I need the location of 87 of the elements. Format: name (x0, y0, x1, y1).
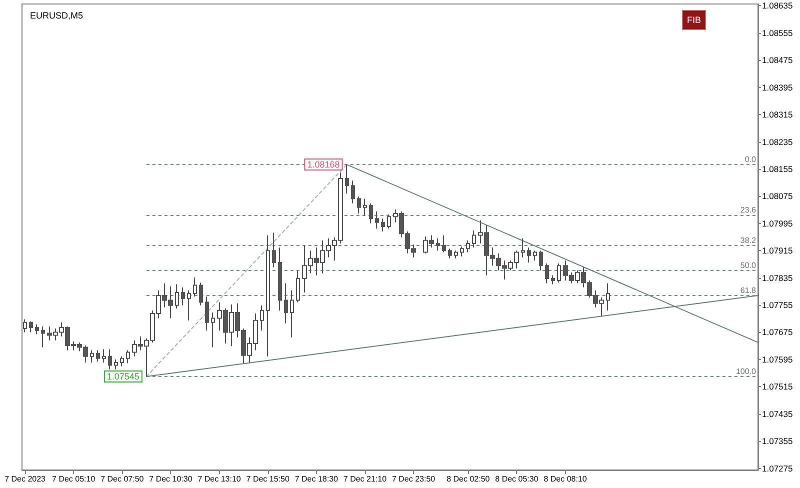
candlestick (193, 276, 197, 298)
x-tick-label: 7 Dec 15:50 (246, 474, 290, 484)
candlestick (266, 234, 270, 357)
y-tick-label: 1.07675 (762, 327, 793, 338)
annotation: 38.2 (740, 236, 757, 246)
x-tick-label: 7 Dec 18:30 (294, 474, 339, 484)
y-tick-label: 1.07995 (762, 218, 793, 228)
annotation: 100.0 (736, 366, 757, 376)
y-tick-label: 1.07835 (762, 272, 793, 283)
candlestick (29, 320, 33, 333)
annotation: 0.0 (744, 155, 757, 164)
candlestick (108, 348, 112, 370)
candlestick (187, 290, 191, 321)
candlestick (539, 250, 543, 271)
y-tick-label: 1.07355 (762, 436, 793, 446)
y-tick-label: 1.08475 (762, 55, 793, 66)
candlestick (181, 286, 185, 306)
candlestick (126, 350, 130, 364)
x-tick-label: 8 Dec 05:30 (495, 474, 539, 484)
x-tick-label: 7 Dec 07:50 (100, 474, 144, 484)
candlestick (448, 248, 452, 259)
x-tick-label: 7 Dec 2023 (4, 474, 46, 484)
candlestick (23, 318, 27, 333)
text: EURUSD,M5 (30, 10, 84, 20)
candlestick (272, 232, 276, 268)
x-tick-label: 8 Dec 02:50 (446, 474, 490, 484)
candlestick (472, 230, 476, 248)
candlestick (557, 263, 561, 284)
candlestick (90, 350, 94, 364)
candlestick (551, 274, 555, 285)
x-tick-label: 7 Dec 10:30 (149, 474, 193, 484)
candlestick (442, 234, 446, 253)
candlestick (35, 324, 39, 335)
candlestick (527, 247, 531, 264)
candlestick (345, 164, 349, 194)
y-tick-label: 1.08555 (762, 28, 793, 38)
candlestick (102, 348, 106, 364)
candlestick (545, 263, 549, 284)
x-tick-label: 7 Dec 13:10 (198, 474, 242, 484)
candlestick (357, 196, 361, 214)
candlestick (260, 304, 264, 332)
candlestick (41, 326, 45, 348)
candlestick (296, 270, 300, 303)
candlestick (175, 284, 179, 309)
candlestick (454, 250, 458, 259)
candlestick (284, 282, 288, 324)
y-tick-label: 1.07275 (762, 463, 793, 474)
annotation: 61.8 (740, 286, 757, 296)
y-tick-label: 1.08155 (762, 164, 793, 174)
candlestick (460, 246, 464, 257)
annotation: 1.08168 (307, 160, 340, 170)
x-tick-label: 7 Dec 05:10 (52, 474, 96, 484)
annotation: 1.07545 (106, 371, 140, 382)
y-tick-label: 1.08075 (762, 191, 793, 202)
y-tick-label: 1.08235 (762, 136, 793, 147)
candlestick (521, 238, 525, 258)
x-tick-label: 7 Dec 23:50 (392, 474, 436, 484)
y-tick-label: 1.07595 (762, 354, 793, 364)
candlestick (290, 290, 294, 338)
candlestick (120, 356, 124, 367)
x-tick-label: 7 Dec 21:10 (343, 474, 388, 484)
candlestick (387, 214, 391, 229)
candlestick (211, 312, 215, 348)
candlestick (205, 296, 209, 332)
y-tick-label: 1.07915 (762, 246, 793, 256)
candlestick (375, 210, 379, 229)
candlestick (351, 180, 355, 204)
candlestick (369, 202, 373, 224)
candlestick (199, 282, 203, 306)
candlestick (466, 240, 470, 253)
candlestick (533, 250, 537, 261)
candlestick (96, 350, 100, 362)
y-tick-label: 1.07755 (762, 300, 793, 310)
annotation: 23.6 (740, 205, 757, 214)
x-tick-label: 8 Dec 08:10 (544, 474, 588, 484)
y-tick-label: 1.07435 (762, 408, 793, 419)
y-tick-label: 1.08635 (762, 0, 793, 11)
candlestick (436, 238, 440, 252)
candlestick (363, 198, 367, 216)
candlestick (381, 218, 385, 232)
annotation: 50.0 (740, 260, 757, 270)
candlestick (606, 282, 610, 311)
y-tick-label: 1.08395 (762, 82, 793, 92)
y-tick-label: 1.08315 (762, 110, 793, 120)
candlestick (278, 247, 282, 311)
y-tick-label: 1.07515 (762, 382, 793, 392)
button: FIB (682, 10, 706, 30)
